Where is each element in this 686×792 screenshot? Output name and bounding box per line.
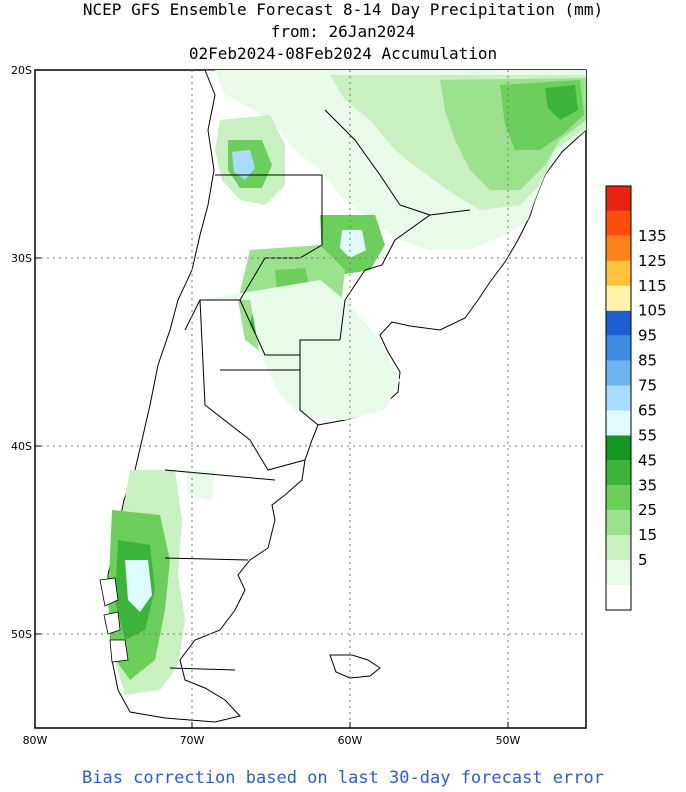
forecast-issue-date: from: 26Jan2024 [270, 22, 416, 41]
legend-swatch [606, 560, 631, 586]
longitude-labels: 80W 70W 60W 50W [23, 734, 521, 747]
legend-swatch [606, 485, 631, 511]
latitude-labels: 20S 30S 40S 50S [11, 64, 32, 641]
legend-swatch [606, 460, 631, 486]
color-legend: 135 125 115 105 95 85 75 65 55 45 35 25 15 5 [605, 185, 667, 611]
legend-swatch [606, 210, 631, 236]
legend-label: 105 [638, 302, 667, 320]
legend-swatch [606, 186, 631, 211]
legend-swatch [606, 310, 631, 336]
axis-ticks [35, 257, 509, 728]
lat-label: 20S [11, 64, 32, 77]
legend-swatch [606, 510, 631, 536]
legend-swatch [606, 435, 631, 461]
lat-label: 50S [11, 628, 32, 641]
lon-label: 60W [338, 734, 363, 747]
chart-title: NCEP GFS Ensemble Forecast 8-14 Day Prec… [82, 0, 604, 19]
chilean-archipelago [99, 577, 129, 663]
legend-swatch [606, 585, 631, 610]
lon-label: 80W [23, 734, 48, 747]
bias-correction-note: Bias correction based on last 30-day for… [82, 768, 604, 788]
legend-label: 65 [638, 401, 657, 419]
legend-frame [605, 185, 632, 611]
legend-label: 125 [638, 252, 667, 270]
lat-label: 30S [11, 252, 32, 265]
lat-label: 40S [11, 440, 32, 453]
legend-label: 85 [638, 352, 657, 370]
map-panel [34, 69, 587, 729]
legend-label: 95 [638, 327, 657, 345]
legend-label: 45 [638, 451, 657, 469]
gridlines [35, 70, 586, 728]
accumulation-period: 02Feb2024-08Feb2024 Accumulation [188, 44, 498, 63]
legend-swatch [606, 335, 631, 361]
legend-swatch [606, 410, 631, 436]
legend-label: 75 [638, 377, 657, 395]
legend-swatch [606, 285, 631, 311]
legend-label: 15 [638, 526, 657, 544]
legend-swatch [606, 360, 631, 386]
legend-swatch [606, 260, 631, 286]
legend-label: 115 [638, 277, 667, 295]
legend-label: 5 [638, 551, 648, 569]
falkland-islands [329, 654, 381, 679]
legend-label: 35 [638, 476, 657, 494]
legend-swatch [606, 535, 631, 561]
legend-label: 135 [638, 227, 667, 245]
legend-label: 55 [638, 426, 657, 444]
lon-label: 70W [180, 734, 205, 747]
legend-swatch [606, 385, 631, 411]
legend-label: 25 [638, 501, 657, 519]
lon-label: 50W [496, 734, 521, 747]
legend-swatch [606, 235, 631, 261]
